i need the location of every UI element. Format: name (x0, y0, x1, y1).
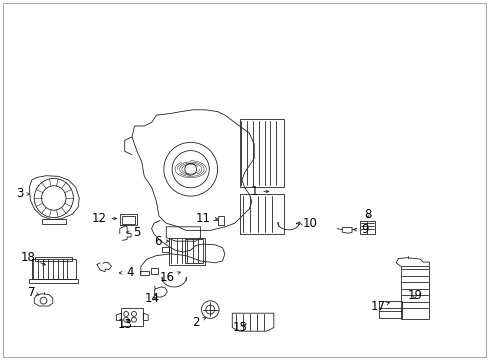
Bar (122, 216, 135, 224)
Text: 3: 3 (16, 187, 30, 200)
Text: 12: 12 (91, 212, 117, 225)
Bar (140, 271, 148, 275)
Bar (29, 279, 78, 283)
Text: 5: 5 (126, 226, 140, 239)
Bar (239, 194, 283, 234)
Bar (121, 308, 143, 326)
Bar (120, 214, 137, 225)
Bar (35, 257, 72, 261)
Bar (184, 239, 203, 263)
Text: 2: 2 (192, 316, 205, 329)
Text: 1: 1 (250, 185, 268, 198)
Bar (400, 266, 428, 319)
Bar (359, 221, 374, 234)
Text: 7: 7 (28, 286, 39, 299)
Text: 13: 13 (118, 318, 132, 330)
Bar (239, 119, 283, 187)
Text: 6: 6 (154, 235, 168, 248)
Text: 15: 15 (232, 321, 246, 334)
Text: 19: 19 (407, 289, 421, 302)
Text: 16: 16 (160, 271, 180, 284)
Text: 17: 17 (369, 300, 388, 313)
Text: 9: 9 (353, 223, 367, 236)
Bar (378, 301, 402, 318)
Bar (32, 259, 76, 279)
Bar (217, 216, 224, 225)
Bar (41, 219, 66, 224)
Text: 18: 18 (20, 251, 45, 265)
Text: 8: 8 (363, 208, 371, 221)
Bar (168, 238, 205, 265)
Bar (150, 268, 158, 274)
Text: 14: 14 (144, 292, 159, 305)
Text: 11: 11 (195, 212, 217, 225)
Text: 4: 4 (119, 266, 133, 279)
Text: 10: 10 (296, 217, 316, 230)
